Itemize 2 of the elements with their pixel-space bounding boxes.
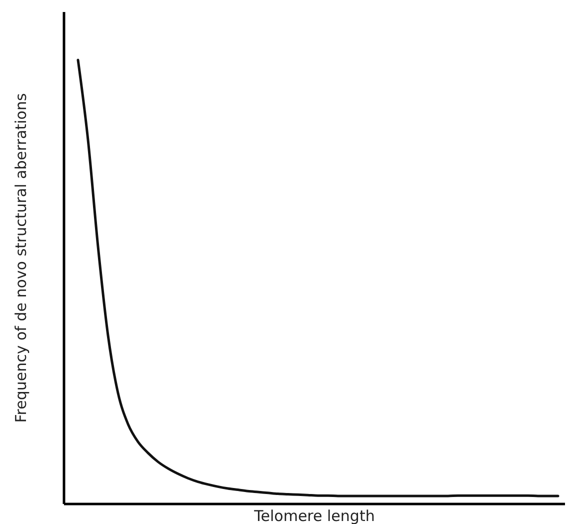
x-axis-title: Telomere length <box>253 507 375 524</box>
y-axis-title: Frequency of de novo structural aberrations <box>12 93 30 423</box>
